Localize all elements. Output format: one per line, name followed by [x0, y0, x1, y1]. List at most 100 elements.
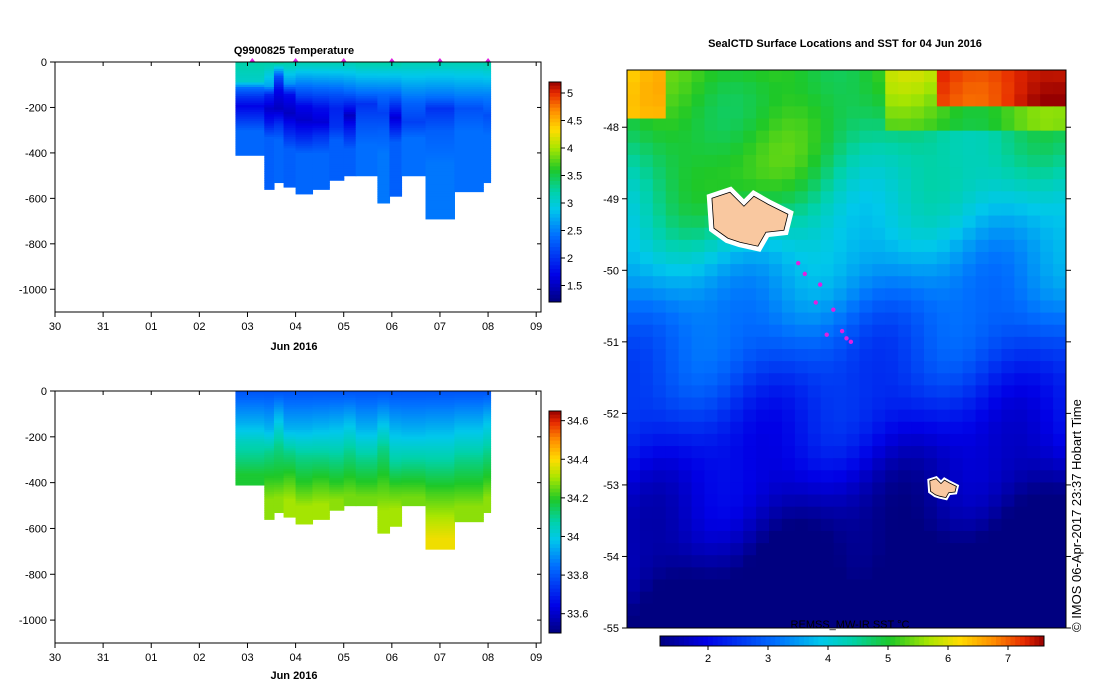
- p1-cell: [377, 130, 391, 134]
- p1-cell: [312, 130, 330, 134]
- p1-cell: [329, 100, 345, 104]
- p2-cell: [425, 489, 455, 493]
- sst-cell: [898, 94, 912, 107]
- p1-cell: [283, 134, 297, 138]
- sst-cell: [885, 215, 899, 229]
- p2-cell: [389, 484, 403, 488]
- p2-cell: [329, 420, 345, 424]
- p2-cell: [295, 395, 314, 399]
- p1-cell: [343, 132, 357, 136]
- p2-cell: [454, 507, 484, 511]
- p2-cell: [401, 478, 427, 481]
- p2-cell: [454, 429, 484, 433]
- p1-cell: [483, 155, 492, 159]
- sst-cell: [859, 251, 873, 265]
- p1-colorbar-swatch: [549, 170, 561, 175]
- p1-cell: [264, 148, 275, 152]
- p2-cell: [377, 450, 391, 454]
- p2-cell: [264, 450, 275, 454]
- sst-cell: [717, 264, 731, 277]
- p2-cell: [425, 452, 455, 456]
- sst-colorbar-swatch: [732, 636, 738, 646]
- p2-cell: [355, 471, 378, 475]
- p2-cell: [401, 441, 427, 445]
- sst-cell: [833, 179, 847, 192]
- sst-cell: [975, 591, 990, 605]
- p2-colorbar-swatch: [549, 514, 561, 519]
- p2-cell: [425, 471, 455, 475]
- sst-colorbar-swatch: [789, 636, 795, 646]
- sst-cell: [691, 251, 705, 265]
- sst-cell: [704, 361, 718, 374]
- p1-cell: [377, 89, 391, 93]
- sst-cell: [691, 300, 705, 314]
- p2-cell: [355, 484, 378, 488]
- p1-cell: [295, 162, 314, 165]
- p2-cell: [329, 441, 345, 445]
- sst-colorbar-swatch: [722, 636, 728, 646]
- sst-cell: [1053, 421, 1067, 435]
- sst-colorbar-swatch: [986, 636, 992, 646]
- sst-cell: [730, 130, 744, 144]
- p1-cell: [483, 96, 492, 99]
- p1-cell: [273, 102, 285, 106]
- p2-cell: [377, 455, 391, 459]
- sst-cell: [859, 482, 873, 496]
- p2-cell: [389, 427, 403, 431]
- p2-y-tick-label: -400: [25, 478, 47, 490]
- p2-cell: [264, 413, 275, 417]
- p2-cell: [283, 391, 297, 394]
- sst-cell: [652, 227, 667, 241]
- p2-cell: [264, 400, 275, 404]
- p1-cell: [355, 130, 378, 134]
- sst-cell: [627, 251, 641, 265]
- p1-cell: [273, 175, 285, 179]
- sst-cell: [652, 324, 667, 338]
- p1-cell: [389, 164, 403, 168]
- sst-cell: [846, 421, 860, 435]
- sst-cell: [678, 482, 693, 496]
- sst-cell: [949, 251, 964, 265]
- p2-cell: [235, 445, 265, 449]
- sst-cell: [1053, 603, 1067, 617]
- p1-cell: [264, 118, 275, 122]
- sst-cell: [820, 409, 835, 423]
- sst-cell: [885, 288, 899, 301]
- sst-cell: [665, 579, 680, 593]
- p1-cell: [454, 87, 484, 90]
- p2-cell: [235, 427, 265, 431]
- p2-cell: [264, 496, 275, 500]
- sst-cell: [988, 470, 1002, 483]
- sst-cell: [704, 615, 718, 629]
- p1-cell: [401, 98, 427, 102]
- sst-cell: [1053, 154, 1067, 168]
- sst-cell: [1040, 446, 1054, 459]
- p2-cell: [401, 402, 427, 406]
- p1-cell: [343, 168, 357, 172]
- p2-cell: [329, 471, 345, 475]
- sst-cell: [678, 446, 693, 459]
- sst-cell: [730, 94, 744, 107]
- sst-cell: [898, 179, 912, 192]
- sst-cell: [962, 191, 977, 204]
- p2-cell: [425, 413, 455, 417]
- sst-cell: [627, 324, 641, 338]
- p1-cell: [401, 62, 427, 65]
- p1-cell: [264, 157, 275, 161]
- sst-cell: [691, 409, 705, 423]
- p2-cell: [483, 489, 492, 493]
- sst-cell: [639, 361, 654, 374]
- p2-cell: [343, 407, 357, 410]
- p2-cell: [454, 455, 484, 459]
- sst-colorbar-swatch: [861, 636, 867, 646]
- sst-cell: [923, 373, 938, 386]
- p2-cell: [401, 473, 427, 477]
- p2-cell: [273, 464, 285, 468]
- sst-cell: [820, 579, 835, 593]
- p2-cell: [425, 441, 455, 445]
- p2-cell: [273, 482, 285, 486]
- p1-cell: [283, 84, 297, 88]
- sst-cell: [1014, 543, 1028, 556]
- sst-cell: [627, 179, 641, 192]
- p1-y-tick-label: -400: [25, 148, 47, 160]
